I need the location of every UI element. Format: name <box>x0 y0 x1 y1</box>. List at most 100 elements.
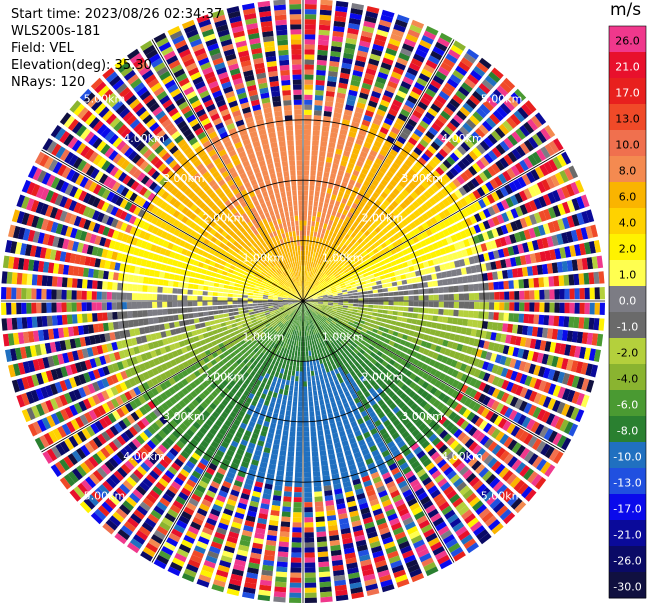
velocity-gate-cell <box>369 274 375 278</box>
velocity-gate-cell <box>298 412 303 417</box>
velocity-gate-cell <box>304 427 309 432</box>
velocity-gate-cell <box>353 304 358 307</box>
velocity-gate-cell <box>292 537 302 542</box>
velocity-gate-cell <box>389 325 395 330</box>
velocity-gate-cell <box>293 345 296 350</box>
velocity-gate-cell <box>595 287 600 299</box>
velocity-gate-cell <box>321 460 328 466</box>
velocity-gate-cell <box>414 296 419 301</box>
velocity-gate-cell <box>504 292 509 300</box>
velocity-gate-cell <box>303 256 305 261</box>
velocity-gate-cell <box>433 288 439 294</box>
velocity-gate-cell <box>305 341 307 346</box>
velocity-gate-cell <box>283 374 287 380</box>
velocity-gate-cell <box>305 24 316 29</box>
velocity-gate-cell <box>305 331 307 336</box>
velocity-gate-cell <box>388 292 393 296</box>
velocity-gate-cell <box>282 400 287 406</box>
velocity-gate-cell <box>413 313 419 318</box>
velocity-gate-cell <box>315 191 320 197</box>
velocity-gate-cell <box>310 175 315 180</box>
velocity-gate-cell <box>300 366 303 371</box>
velocity-gate-cell <box>304 492 312 497</box>
velocity-gate-cell <box>439 295 444 301</box>
velocity-gate-cell <box>323 424 329 430</box>
velocity-gate-cell <box>343 299 348 301</box>
velocity-gate-cell <box>279 373 283 379</box>
velocity-gate-cell <box>565 289 570 300</box>
velocity-gate-cell <box>276 383 281 389</box>
velocity-gate-cell <box>274 387 279 393</box>
velocity-gate-cell <box>373 301 378 304</box>
velocity-gate-cell <box>305 568 316 573</box>
velocity-gate-cell <box>413 308 418 313</box>
velocity-gate-cell <box>358 295 363 298</box>
velocity-gate-cell <box>282 363 286 369</box>
velocity-gate-cell <box>319 151 326 157</box>
velocity-gate-cell <box>290 578 301 583</box>
velocity-gate-cell <box>316 380 320 386</box>
velocity-gate-cell <box>320 587 332 593</box>
velocity-gate-cell <box>322 470 330 476</box>
velocity-gate-cell <box>326 383 331 389</box>
velocity-gate-cell <box>276 572 287 578</box>
velocity-gate-cell <box>311 436 317 442</box>
velocity-gate-cell <box>338 303 343 305</box>
velocity-gate-cell <box>304 150 310 155</box>
velocity-gate-cell <box>314 370 318 376</box>
velocity-gate-cell <box>304 522 313 527</box>
velocity-gate-cell <box>317 531 327 537</box>
velocity-gate-cell <box>298 402 302 407</box>
velocity-gate-cell <box>319 395 324 401</box>
velocity-gate-cell <box>348 299 353 301</box>
velocity-gate-cell <box>303 351 305 356</box>
velocity-gate-cell <box>579 317 585 329</box>
velocity-gate-cell <box>298 397 302 402</box>
velocity-gate-cell <box>590 288 595 300</box>
velocity-gate-cell <box>368 294 373 297</box>
velocity-gate-cell <box>305 39 316 44</box>
velocity-gate-cell <box>273 376 278 382</box>
velocity-gate-cell <box>320 379 324 385</box>
velocity-gate-cell <box>437 280 443 286</box>
velocity-gate-cell <box>389 297 394 301</box>
velocity-gate-cell <box>311 371 315 376</box>
velocity-gate-cell <box>310 236 313 241</box>
velocity-gate-cell <box>305 557 316 562</box>
velocity-gate-cell <box>304 452 310 457</box>
velocity-gate-cell <box>347 308 352 311</box>
velocity-gate-cell <box>402 317 408 322</box>
velocity-gate-cell <box>297 432 303 437</box>
velocity-gate-cell <box>463 310 469 317</box>
velocity-gate-cell <box>222 326 228 331</box>
velocity-gate-cell <box>292 371 296 376</box>
velocity-gate-cell <box>325 229 329 235</box>
velocity-gate-cell <box>366 283 372 287</box>
velocity-gate-cell <box>381 318 387 322</box>
velocity-gate-cell <box>387 283 393 287</box>
velocity-gate-cell <box>352 312 357 315</box>
velocity-gate-cell <box>383 297 388 301</box>
velocity-gate-cell <box>291 552 301 557</box>
velocity-gate-cell <box>293 396 297 401</box>
velocity-gate-cell <box>353 298 358 300</box>
velocity-gate-cell <box>303 336 305 341</box>
velocity-gate-cell <box>287 461 294 467</box>
velocity-gate-cell <box>469 293 474 300</box>
velocity-gate-cell <box>289 386 293 391</box>
velocity-gate-cell <box>324 429 330 435</box>
velocity-gate-cell <box>393 306 398 310</box>
velocity-gate-cell <box>298 407 303 412</box>
velocity-gate-cell <box>443 287 449 293</box>
velocity-gate-cell <box>378 289 383 293</box>
velocity-gate-cell <box>274 587 286 593</box>
velocity-gate-cell <box>304 487 312 492</box>
velocity-gate-cell <box>305 29 316 34</box>
velocity-gate-cell <box>315 100 323 106</box>
velocity-gate-cell <box>394 302 399 306</box>
velocity-gate-cell <box>342 292 347 295</box>
velocity-gate-cell <box>278 546 288 552</box>
velocity-gate-cell <box>320 233 324 239</box>
velocity-gate-cell <box>410 325 416 331</box>
velocity-gate-cell <box>493 282 499 290</box>
